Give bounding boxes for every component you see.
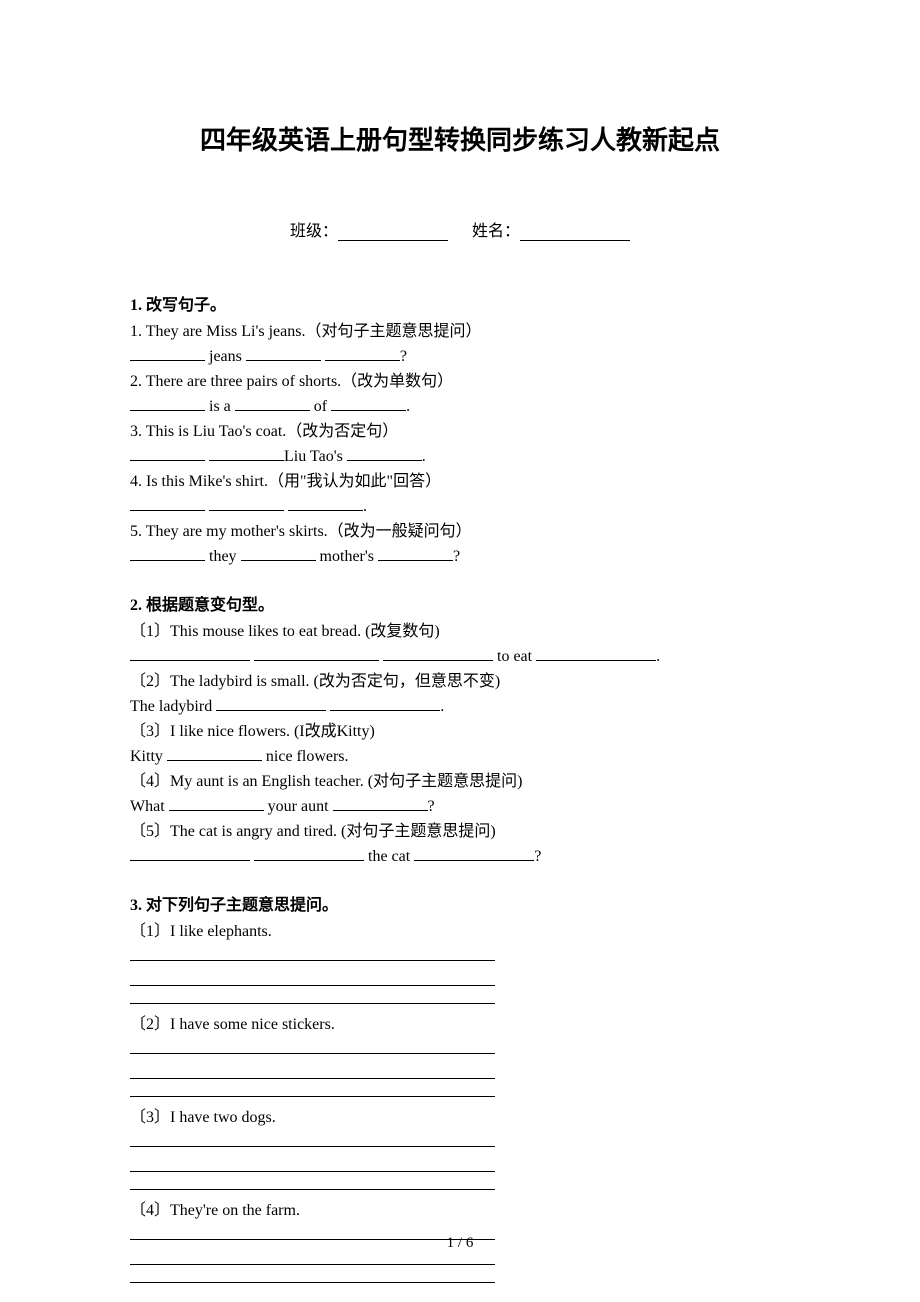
blank <box>246 345 321 361</box>
s2-q3: 〔3〕I like nice flowers. (I改成Kitty) <box>130 719 790 744</box>
s3-q2-blank1 <box>130 1037 790 1062</box>
s2-q4-answer: What your aunt ? <box>130 794 790 819</box>
blank <box>209 445 284 461</box>
blank <box>130 1081 495 1097</box>
blank <box>414 845 534 861</box>
section-1-title: 1. 改写句子。 <box>130 291 790 315</box>
blank <box>167 745 262 761</box>
blank <box>241 545 316 561</box>
s3-q4: 〔4〕They're on the farm. <box>130 1198 790 1223</box>
blank <box>288 495 363 511</box>
blank <box>378 545 453 561</box>
class-blank <box>338 225 448 241</box>
s1-q4: 4. Is this Mike's shirt.（用"我认为如此"回答） <box>130 469 790 494</box>
s1-q3: 3. This is Liu Tao's coat.（改为否定句） <box>130 419 790 444</box>
s1-q4-answer: . <box>130 494 790 519</box>
s2-q5-answer: the cat ? <box>130 844 790 869</box>
s3-q3-blank3 <box>130 1173 790 1198</box>
blank <box>254 645 379 661</box>
s3-q4-blank3 <box>130 1266 790 1291</box>
blank <box>130 1131 495 1147</box>
blank <box>216 695 326 711</box>
blank <box>536 645 656 661</box>
section-2: 2. 根据题意变句型。 〔1〕This mouse likes to eat b… <box>130 591 790 869</box>
s3-q2: 〔2〕I have some nice stickers. <box>130 1012 790 1037</box>
s2-q4: 〔4〕My aunt is an English teacher. (对句子主题… <box>130 769 790 794</box>
s1-q1-answer: jeans ? <box>130 344 790 369</box>
blank <box>169 795 264 811</box>
blank <box>130 1038 495 1054</box>
name-blank <box>520 225 630 241</box>
blank <box>130 988 495 1004</box>
blank <box>130 1267 495 1283</box>
blank <box>254 845 364 861</box>
name-label: 姓名： <box>472 223 520 240</box>
blank <box>130 1063 495 1079</box>
s3-q1-blank1 <box>130 944 790 969</box>
blank <box>331 395 406 411</box>
blank <box>130 945 495 961</box>
s3-q1-blank3 <box>130 987 790 1012</box>
page-title: 四年级英语上册句型转换同步练习人教新起点 <box>130 120 790 157</box>
blank <box>333 795 428 811</box>
blank <box>235 395 310 411</box>
section-2-title: 2. 根据题意变句型。 <box>130 591 790 615</box>
page-footer: 1 / 6 <box>0 1235 920 1252</box>
blank <box>130 1174 495 1190</box>
s1-q2-answer: is a of . <box>130 394 790 419</box>
blank <box>209 495 284 511</box>
s3-q3-blank1 <box>130 1130 790 1155</box>
blank <box>130 845 250 861</box>
blank <box>325 345 400 361</box>
section-3-title: 3. 对下列句子主题意思提问。 <box>130 891 790 915</box>
blank <box>130 1156 495 1172</box>
section-3: 3. 对下列句子主题意思提问。 〔1〕I like elephants. 〔2〕… <box>130 891 790 1291</box>
s3-q1: 〔1〕I like elephants. <box>130 919 790 944</box>
s1-q5-answer: they mother's ? <box>130 544 790 569</box>
blank <box>130 545 205 561</box>
s1-q1: 1. They are Miss Li's jeans.（对句子主题意思提问） <box>130 319 790 344</box>
blank <box>347 445 422 461</box>
blank <box>330 695 440 711</box>
blank <box>130 395 205 411</box>
s2-q1: 〔1〕This mouse likes to eat bread. (改复数句) <box>130 619 790 644</box>
s2-q2: 〔2〕The ladybird is small. (改为否定句，但意思不变) <box>130 669 790 694</box>
info-line: 班级： 姓名： <box>130 217 790 241</box>
s2-q1-answer: to eat . <box>130 644 790 669</box>
s3-q3: 〔3〕I have two dogs. <box>130 1105 790 1130</box>
section-1: 1. 改写句子。 1. They are Miss Li's jeans.（对句… <box>130 291 790 569</box>
blank <box>130 345 205 361</box>
blank <box>130 645 250 661</box>
blank <box>383 645 493 661</box>
class-label: 班级： <box>290 223 338 240</box>
blank <box>130 970 495 986</box>
s1-q2: 2. There are three pairs of shorts.（改为单数… <box>130 369 790 394</box>
s3-q2-blank3 <box>130 1080 790 1105</box>
s2-q3-answer: Kitty nice flowers. <box>130 744 790 769</box>
blank <box>130 495 205 511</box>
s1-q3-answer: Liu Tao's . <box>130 444 790 469</box>
s2-q5: 〔5〕The cat is angry and tired. (对句子主题意思提… <box>130 819 790 844</box>
s1-q5: 5. They are my mother's skirts.（改为一般疑问句） <box>130 519 790 544</box>
blank <box>130 445 205 461</box>
s2-q2-answer: The ladybird . <box>130 694 790 719</box>
